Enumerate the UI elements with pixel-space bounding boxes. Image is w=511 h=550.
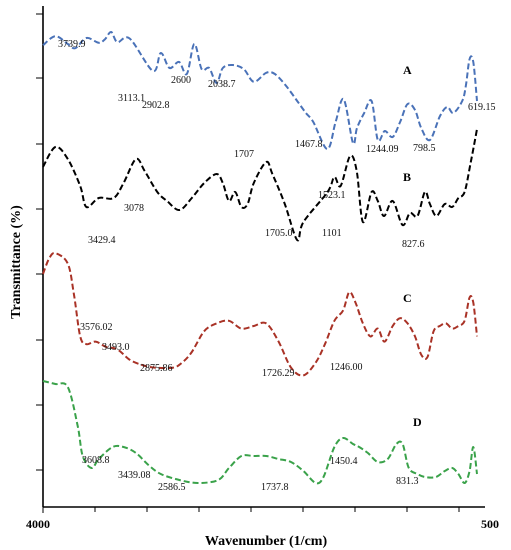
series-label-b: B (403, 170, 411, 184)
peak-label: 2902.8 (142, 100, 170, 111)
peak-label: 2586.5 (158, 482, 186, 493)
peak-label: 1726.29 (262, 368, 295, 379)
x-tick-label-4000: 4000 (26, 517, 50, 531)
peak-label: 1737.8 (261, 482, 289, 493)
peak-label: 3608.8 (82, 455, 110, 466)
peak-label: 1467.8 (295, 139, 323, 150)
x-axis-ticks (42, 507, 460, 513)
series-label-d: D (413, 415, 422, 429)
x-tick-label-500: 500 (481, 517, 499, 531)
peak-label: 3576.02 (80, 322, 113, 333)
peak-label: 1705.0 (265, 228, 293, 239)
series-line-a (42, 31, 478, 151)
peak-label: 827.6 (402, 239, 425, 250)
peak-label: 1707 (234, 149, 254, 160)
peak-label: 3078 (124, 203, 144, 214)
peak-label: 831.3 (396, 476, 419, 487)
series-label-c: C (403, 291, 412, 305)
y-axis-title: Transmittance (%) (9, 205, 24, 319)
y-axis-ticks (36, 13, 43, 471)
x-axis-title: Wavenumber (1/cm) (205, 534, 328, 549)
series-label-a: A (403, 63, 412, 77)
peak-label: 2600 (171, 75, 191, 86)
peak-label: 1246.00 (330, 362, 363, 373)
peak-label: 1244.09 (366, 144, 399, 155)
peak-label: 3739.9 (58, 39, 86, 50)
series-layer (42, 31, 478, 485)
peak-label: 2038.7 (208, 79, 236, 90)
series-line-c (42, 252, 478, 377)
peak-label: 798.5 (413, 143, 436, 154)
peak-label: 1101 (322, 228, 342, 239)
peak-label: 2875.86 (140, 363, 173, 374)
peak-label: 3493.0 (102, 342, 130, 353)
peak-label: 3429.4 (88, 235, 116, 246)
peak-label: 3113.1 (118, 93, 145, 104)
peak-label: 1523.1 (318, 190, 346, 201)
series-line-d (42, 380, 478, 485)
peak-label: 1450.4 (330, 456, 358, 467)
peak-label: 619.15 (468, 102, 496, 113)
series-line-b (42, 128, 478, 242)
peak-label: 3439.08 (118, 470, 151, 481)
